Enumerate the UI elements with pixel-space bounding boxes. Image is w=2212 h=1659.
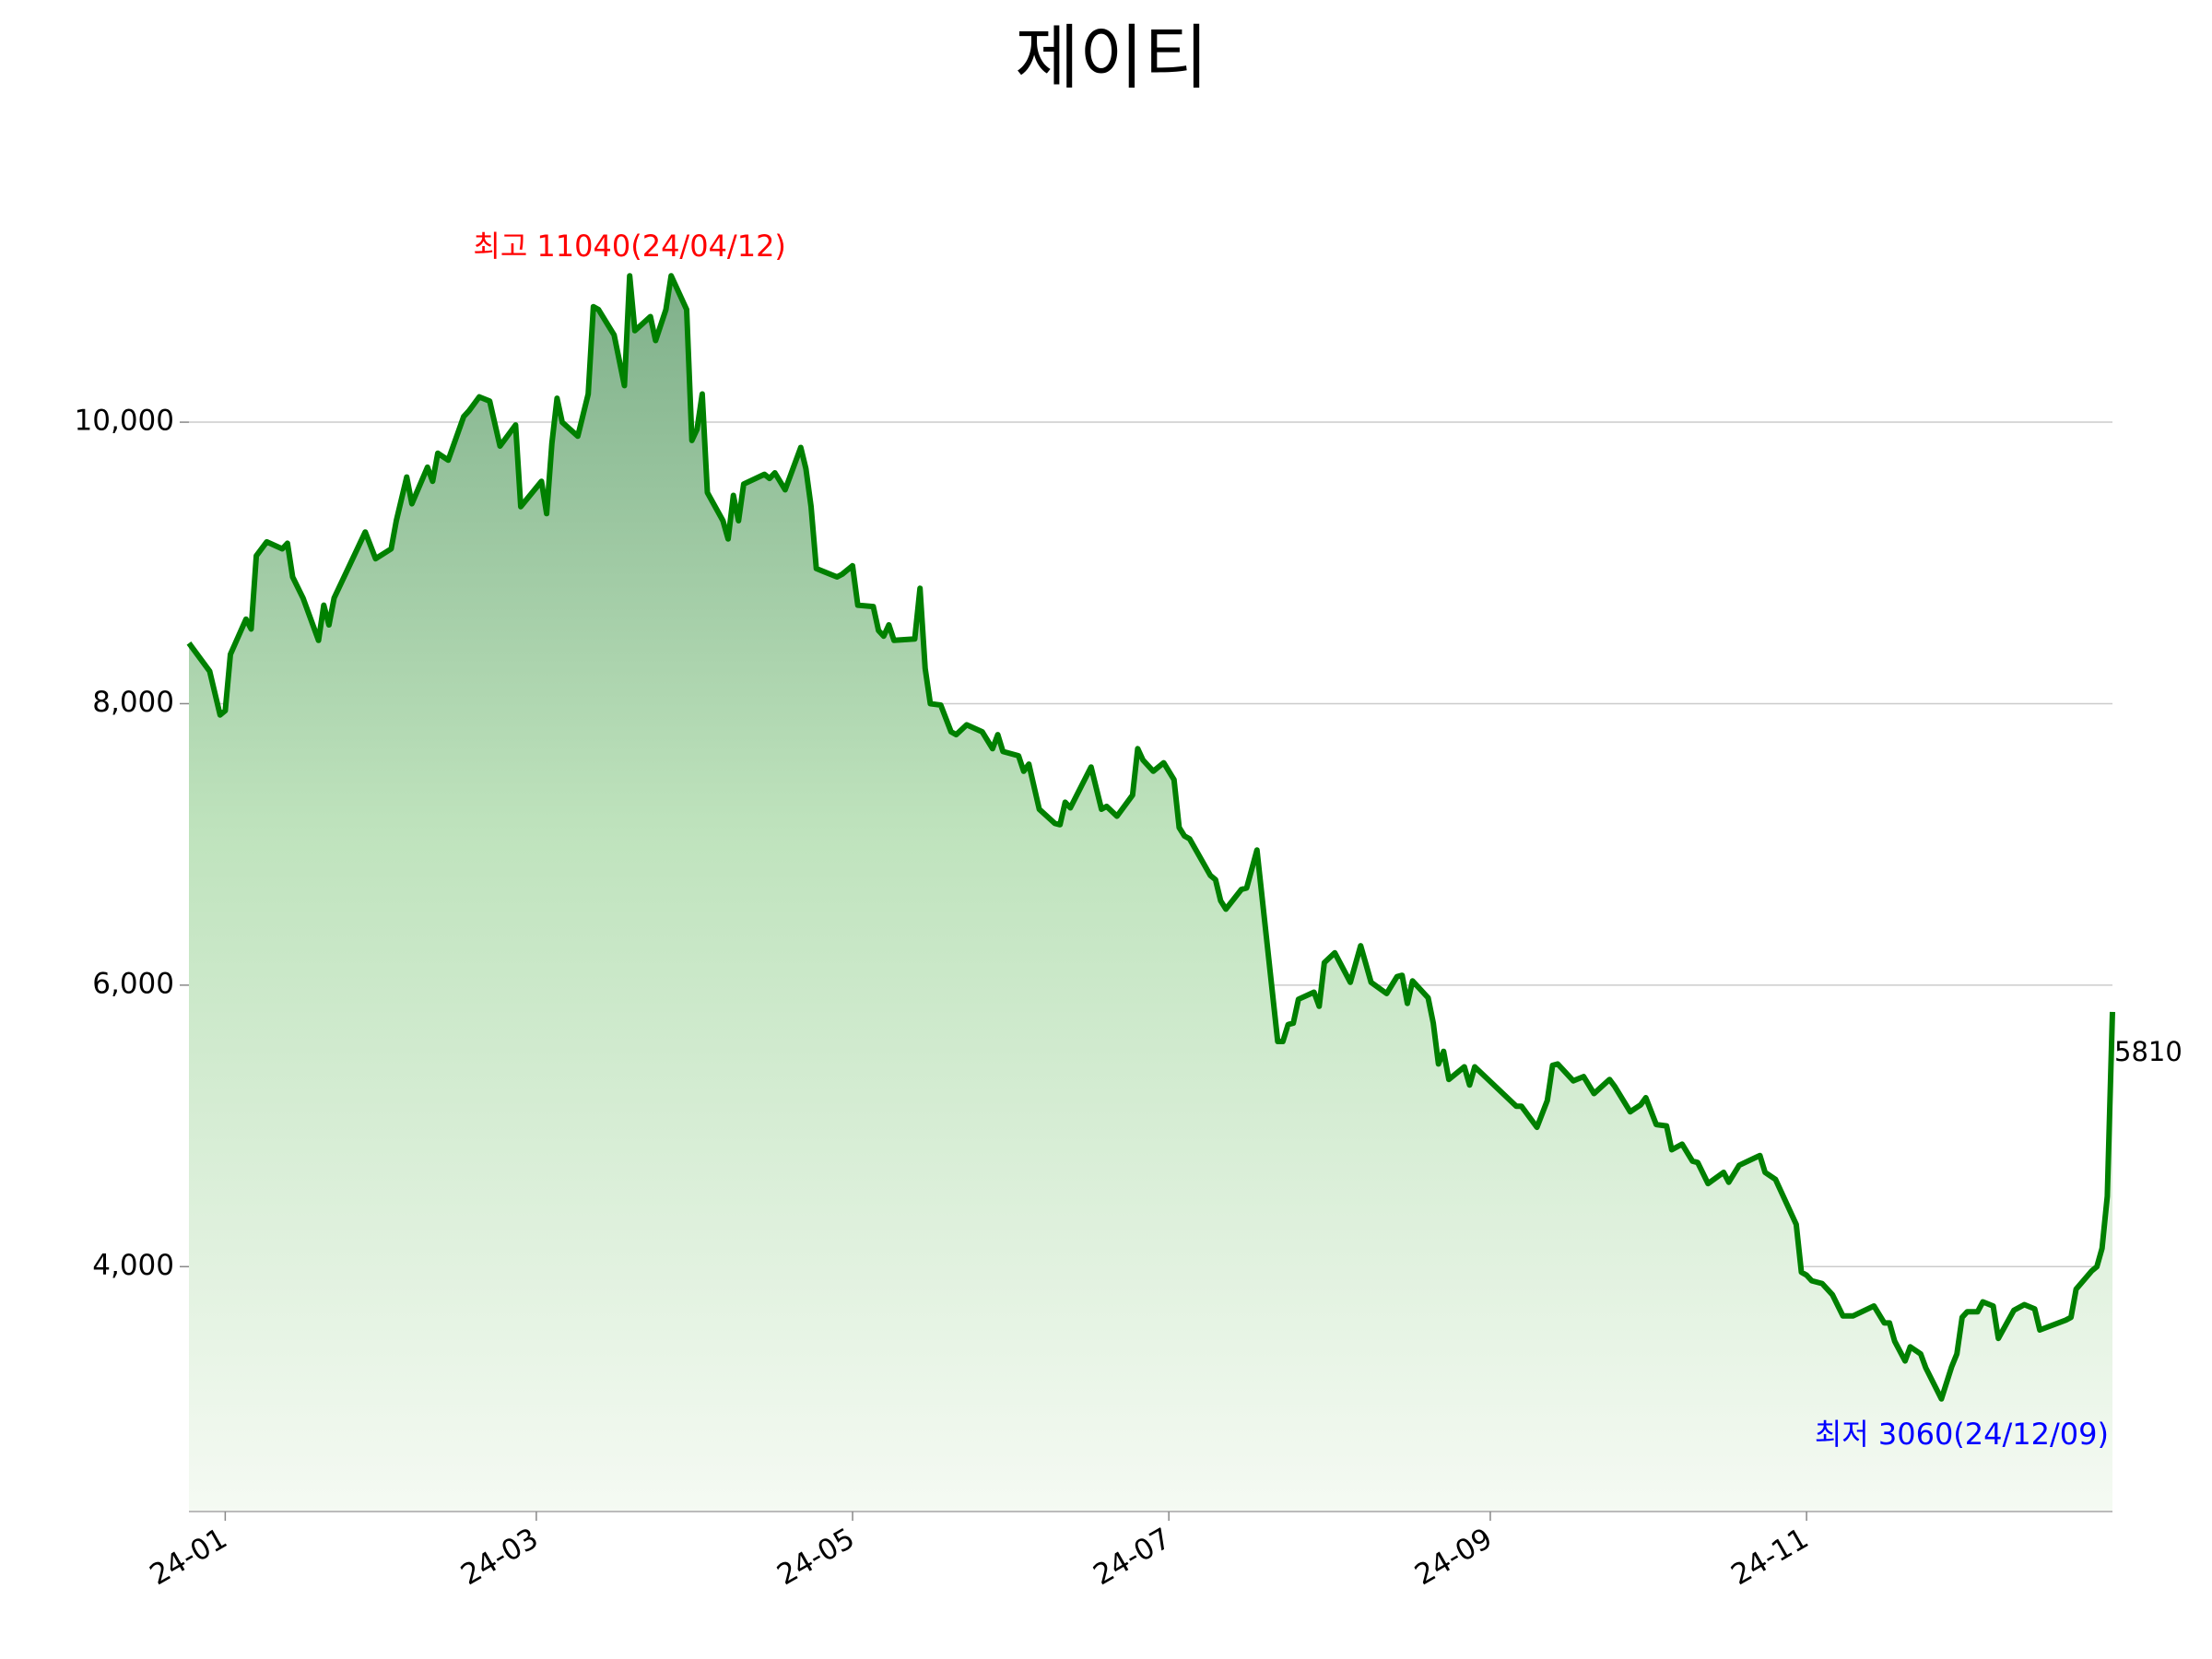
x-tick-label: 24-05: [771, 1522, 860, 1592]
x-tick-label: 24-03: [455, 1522, 544, 1592]
x-tick-label: 24-07: [1088, 1522, 1176, 1592]
max-annotation: 최고 11040(24/04/12): [473, 229, 786, 264]
y-tick-label: 4,000: [92, 1249, 174, 1282]
x-tick-label: 24-01: [145, 1522, 233, 1592]
y-tick-label: 10,000: [75, 405, 174, 438]
min-annotation: 최저 3060(24/12/09): [1815, 1417, 2109, 1452]
x-tick-label: 24-11: [1725, 1522, 1814, 1592]
area-fill: [189, 276, 2112, 1512]
y-tick-label: 6,000: [92, 967, 174, 1000]
chart-title: 제이티: [1015, 17, 1208, 99]
y-tick-label: 8,000: [92, 686, 174, 719]
x-tick-label: 24-09: [1409, 1522, 1498, 1592]
price-line: [186, 273, 2115, 1402]
last-value-label: 5810: [2114, 1036, 2183, 1067]
